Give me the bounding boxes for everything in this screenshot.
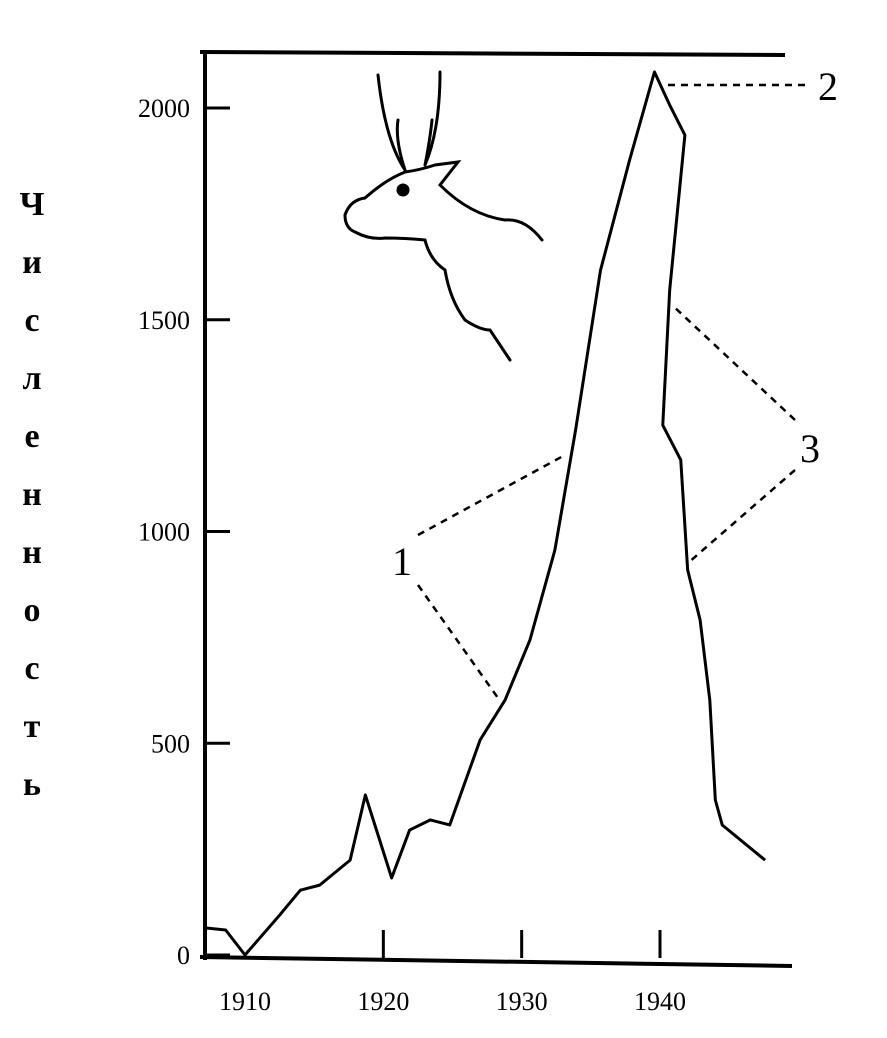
x-tick-label: 1910 xyxy=(219,987,271,1016)
y-tick-label: 2000 xyxy=(138,94,190,123)
y-tick-label: 0 xyxy=(177,941,190,970)
top-frame xyxy=(199,50,786,57)
x-tick-label: 1920 xyxy=(357,987,409,1016)
annotation: 3 xyxy=(800,426,820,471)
x-tick-label: 1940 xyxy=(634,987,686,1016)
x-tick-label: 1930 xyxy=(496,987,548,1016)
y-tick-label: 500 xyxy=(151,729,190,758)
deer-drawing xyxy=(343,70,544,362)
data-line xyxy=(204,70,767,957)
annotation-arrows xyxy=(416,83,805,699)
y-tick-label: 1500 xyxy=(138,306,190,335)
annotation: 2 xyxy=(818,64,838,109)
annotation: 1 xyxy=(392,539,412,584)
x-axis xyxy=(199,955,793,968)
y-tick-label: 1000 xyxy=(138,518,190,547)
